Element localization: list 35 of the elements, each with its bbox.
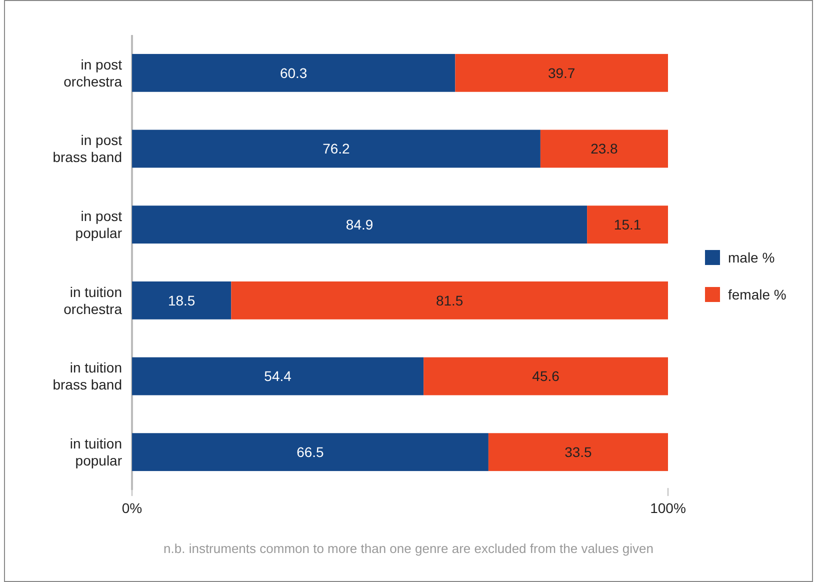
- bar: [132, 357, 424, 396]
- legend-label: male %: [728, 249, 775, 266]
- bar: [587, 206, 668, 244]
- data-label: 54.4: [264, 368, 292, 384]
- data-label: 45.6: [532, 368, 560, 384]
- bar: [424, 357, 668, 396]
- data-label: 66.5: [296, 444, 324, 460]
- data-label: 76.2: [322, 140, 350, 157]
- data-label: 60.3: [280, 64, 308, 81]
- y-tick-label: in post orchestra: [64, 56, 122, 90]
- bar: [132, 130, 540, 168]
- text: n.b. instruments common to more than one genre are excluded from the values given: [164, 541, 654, 556]
- bar: [540, 130, 668, 168]
- bar: [455, 54, 668, 92]
- bar: [132, 433, 488, 472]
- y-tick-label: in post popular: [75, 208, 122, 241]
- legend-label: female %: [728, 286, 786, 302]
- bar: [132, 281, 232, 320]
- data-label: 15.1: [614, 216, 642, 232]
- data-label: 39.7: [548, 64, 576, 81]
- bar: [488, 433, 668, 472]
- data-label: 81.5: [436, 292, 464, 308]
- bar: [132, 206, 588, 244]
- y-tick-label: in tuition brass band: [52, 360, 122, 393]
- y-tick-label: in tuition orchestra: [64, 284, 122, 317]
- data-label: 23.8: [590, 140, 618, 157]
- data-label: 84.9: [346, 216, 374, 232]
- y-tick-label: in post brass band: [52, 132, 122, 166]
- data-label: 18.5: [168, 292, 196, 308]
- x-tick-label: 0%: [122, 500, 142, 516]
- x-tick-label: 100%: [650, 500, 686, 516]
- bar: [231, 281, 668, 320]
- y-tick-label: in tuition popular: [70, 435, 122, 468]
- bar: [132, 54, 456, 92]
- data-label: 33.5: [564, 444, 592, 460]
